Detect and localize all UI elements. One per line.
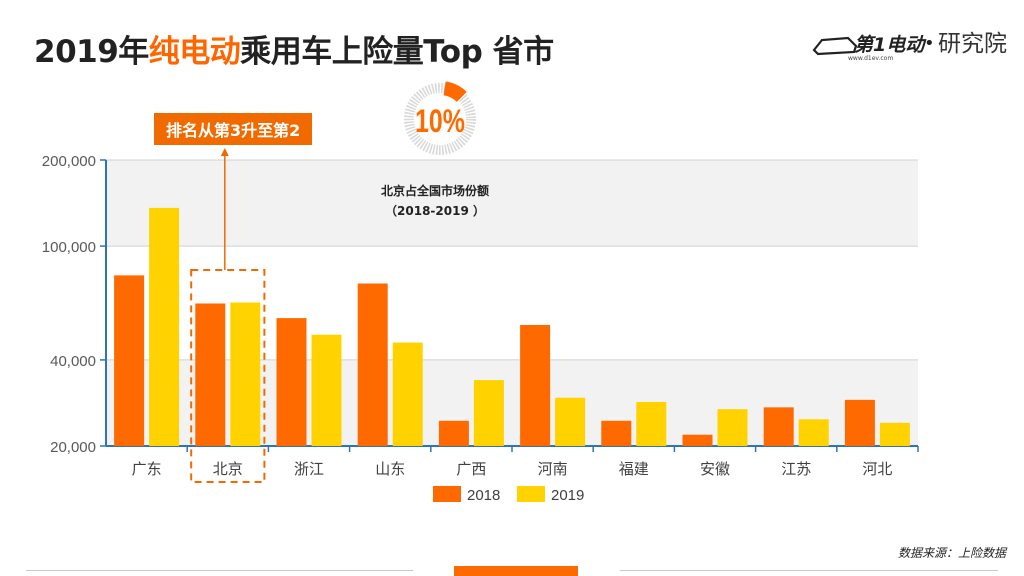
bar-2019-4	[392, 342, 423, 446]
data-source: 数据来源：上险数据	[897, 546, 1006, 560]
title-part1: 2019年	[34, 34, 149, 70]
title-highlight: 纯电动	[148, 34, 241, 70]
bar-2019-7	[636, 402, 667, 446]
share-caption: 北京占全国市场份额 （2018-2019 ）	[345, 181, 525, 221]
plot-band-lower	[106, 359, 918, 446]
bar-2018-7	[601, 420, 632, 446]
ranking-callout: 排名从第3升至第2	[154, 113, 313, 145]
bar-2018-3	[276, 318, 307, 446]
x-tick-label: 安徽	[700, 460, 730, 478]
share-caption-line2: （2018-2019 ）	[385, 204, 485, 218]
bar-2019-1	[149, 207, 180, 446]
share-donut: 10%	[404, 81, 476, 155]
bar-2019-2	[230, 302, 261, 446]
bar-2019-9	[798, 419, 829, 446]
brand-logo: 第1电动 www.d1ev.com • 研究院	[812, 31, 1007, 62]
legend-swatch-2018	[433, 486, 461, 502]
y-tick-label: 100,000	[42, 239, 96, 256]
bar-2018-1	[114, 275, 145, 446]
legend-label-2019: 2019	[551, 487, 584, 504]
bar-2018-8	[682, 434, 713, 446]
legend-swatch-2019	[517, 486, 545, 502]
callout-arrow-head	[220, 148, 229, 156]
share-value: 10%	[415, 104, 465, 140]
highlight-box	[190, 269, 266, 483]
logo-url: www.d1ev.com	[848, 55, 893, 62]
x-tick-label: 广东	[132, 460, 162, 478]
legend-label-2018: 2018	[467, 487, 500, 504]
y-tick-label: 40,000	[50, 353, 96, 370]
bar-2018-5	[438, 420, 469, 446]
car-icon	[812, 36, 858, 56]
bar-2018-2	[195, 303, 226, 446]
share-caption-line1: 北京占全国市场份额	[380, 184, 489, 198]
bar-2019-3	[311, 334, 342, 446]
logo-brand-main: 第1电动	[854, 34, 927, 56]
title-part2: 乘用车上险量Top 省市	[240, 34, 554, 70]
x-tick-label: 山东	[375, 460, 405, 478]
donut-track	[404, 83, 476, 155]
x-tick-label: 河南	[538, 460, 568, 478]
y-tick-label: 20,000	[50, 439, 96, 456]
bar-2019-6	[555, 397, 586, 446]
bar-2018-9	[763, 407, 794, 446]
x-tick-label: 江苏	[781, 460, 811, 478]
bar-2019-10	[879, 422, 910, 446]
bar-2018-6	[520, 324, 551, 446]
bar-2019-5	[473, 380, 504, 446]
bar-2018-4	[357, 283, 388, 446]
plot-band-upper	[106, 160, 918, 247]
x-tick-label: 广西	[456, 460, 486, 478]
x-tick-label: 河北	[862, 460, 892, 478]
page-title: 2019年纯电动乘用车上险量Top 省市	[34, 26, 554, 71]
donut-share-arc	[443, 81, 467, 103]
x-tick-label: 浙江	[294, 460, 324, 478]
y-tick-label: 200,000	[42, 153, 96, 170]
footer-divider-left	[26, 570, 413, 571]
logo-brand-suffix: 研究院	[938, 31, 1007, 57]
x-tick-label: 北京	[213, 460, 243, 478]
footer-divider-right	[620, 570, 998, 571]
bar-2019-8	[717, 409, 748, 446]
footer-accent-tab	[454, 566, 578, 576]
x-tick-label: 福建	[619, 460, 649, 478]
bar-2018-10	[844, 399, 875, 446]
logo-separator: •	[924, 33, 935, 54]
